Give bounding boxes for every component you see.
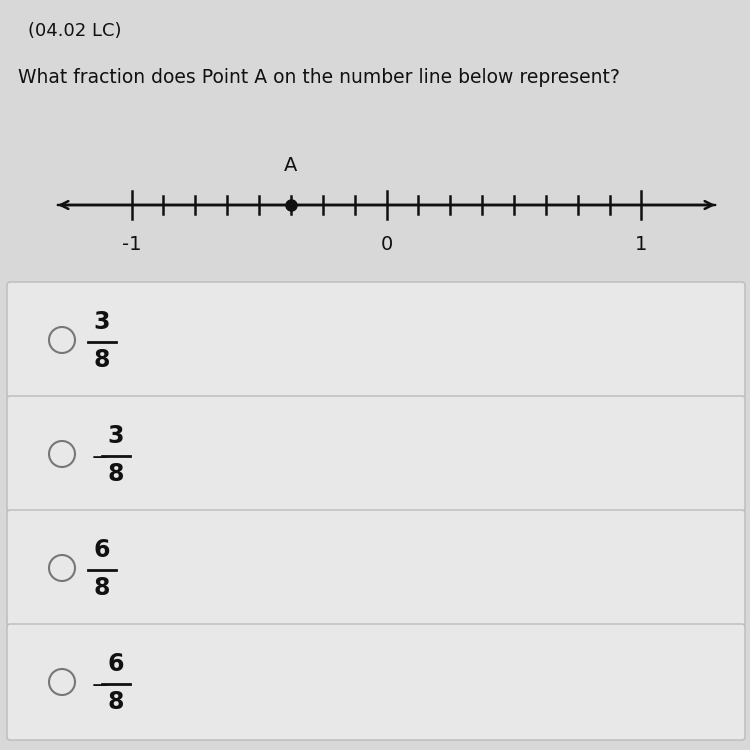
Text: $-$: $-$ [90,446,108,466]
Text: 8: 8 [108,462,124,486]
Text: 8: 8 [94,348,110,372]
Text: What fraction does Point A on the number line below represent?: What fraction does Point A on the number… [18,68,620,87]
Text: 8: 8 [94,576,110,600]
Text: 1: 1 [635,235,648,254]
FancyBboxPatch shape [7,282,745,398]
Text: A: A [284,156,298,175]
Text: 0: 0 [380,235,393,254]
Text: 3: 3 [94,310,110,334]
Text: 6: 6 [94,538,110,562]
Text: (04.02 LC): (04.02 LC) [28,22,122,40]
Text: 3: 3 [108,424,124,448]
Text: -1: -1 [122,235,141,254]
Text: 8: 8 [108,690,124,714]
FancyBboxPatch shape [7,510,745,626]
Text: 6: 6 [108,652,124,676]
Text: $-$: $-$ [90,674,108,694]
FancyBboxPatch shape [7,624,745,740]
FancyBboxPatch shape [7,396,745,512]
